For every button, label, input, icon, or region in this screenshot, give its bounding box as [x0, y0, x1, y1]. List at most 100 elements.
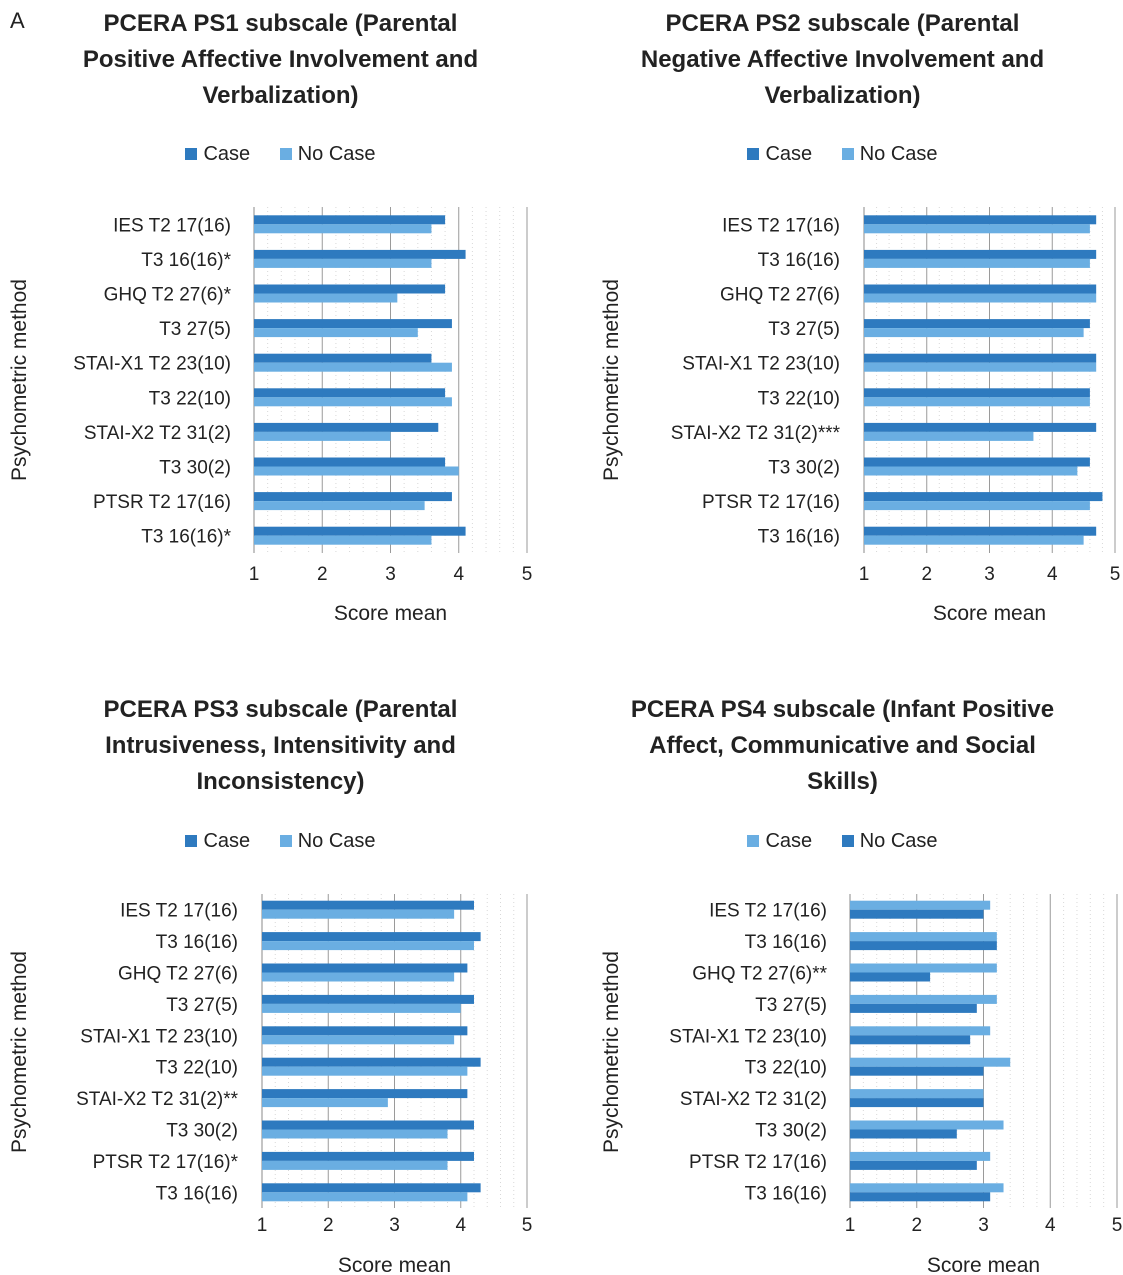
bar: [262, 1192, 468, 1202]
x-tick-label: 3: [389, 1215, 400, 1236]
bar: [262, 1183, 481, 1193]
x-tick-label: 1: [249, 564, 260, 585]
x-tick-label: 3: [978, 1215, 989, 1236]
chart-ps3: PCERA PS3 subscale (Parental Intrusivene…: [0, 638, 561, 1275]
bar: [864, 431, 1034, 441]
legend-label: Case: [203, 143, 251, 165]
bar: [262, 1066, 468, 1076]
bar: [864, 353, 1097, 363]
bar: [864, 362, 1097, 372]
bar: [254, 293, 398, 303]
bar: [262, 963, 468, 973]
bar: [254, 535, 432, 545]
category-label: T3 16(16): [745, 932, 827, 953]
x-tick-label: 5: [1110, 564, 1121, 585]
x-tick-label: 3: [385, 564, 396, 585]
legend-item: No Case: [841, 830, 938, 853]
legend-swatch: [747, 834, 760, 847]
bar: [850, 1066, 984, 1076]
category-label: T3 16(16)*: [141, 527, 231, 548]
x-tick-label: 1: [859, 564, 870, 585]
category-label: T3 27(5): [159, 319, 231, 340]
bar: [262, 1026, 468, 1036]
bar: [254, 249, 466, 259]
bar: [864, 457, 1090, 467]
category-label: IES T2 17(16): [722, 215, 840, 236]
category-label: GHQ T2 27(6)**: [692, 964, 827, 985]
chart-title-line: PCERA PS4 subscale (Infant Positive: [630, 696, 1055, 723]
x-axis-label: Score mean: [933, 602, 1046, 625]
bar: [850, 1089, 984, 1099]
legend-swatch: [185, 834, 198, 847]
bar: [850, 909, 984, 919]
legend-label: Case: [765, 830, 813, 852]
legend-label: Case: [765, 143, 813, 165]
chart-title: PCERA PS4 subscale (Infant Positive Affe…: [562, 692, 1123, 800]
bar: [262, 900, 474, 910]
plot-area: IES T2 17(16) T3 16(16) GHQ T2 27(6) T3 27(…: [600, 207, 1121, 625]
bar: [262, 1120, 474, 1130]
bar: [254, 492, 452, 502]
bar: [254, 353, 432, 363]
chart-title-line: Intrusiveness, Intensitivity and: [105, 732, 456, 759]
category-label: T3 16(16): [758, 527, 840, 548]
category-label: T3 27(5): [755, 995, 827, 1016]
plot-area: IES T2 17(16) T3 16(16) GHQ T2 27(6)** T3 2…: [600, 894, 1122, 1275]
bar: [850, 1151, 991, 1161]
category-label: PTSR T2 17(16): [702, 492, 840, 513]
legend-label: Case: [203, 830, 251, 852]
category-label: STAI-X2 T2 31(2): [84, 423, 231, 444]
bar: [254, 319, 452, 329]
bar: [254, 457, 446, 467]
x-axis-label: Score mean: [334, 602, 447, 625]
category-label: T3 16(16): [745, 1183, 827, 1204]
chart-ps1: PCERA PS1 subscale (Parental Positive Af…: [0, 0, 561, 637]
bar: [850, 1057, 1011, 1067]
legend-item: Case: [747, 143, 812, 166]
chart-ps4: PCERA PS4 subscale (Infant Positive Affe…: [562, 638, 1123, 1275]
y-axis-label: Psychometric method: [600, 951, 623, 1153]
legend-label: No Case: [297, 143, 376, 165]
legend-label: No Case: [297, 830, 376, 852]
legend: Case No Case: [0, 143, 561, 166]
category-label: T3 30(2): [755, 1121, 827, 1142]
x-tick-label: 2: [317, 564, 328, 585]
legend-item: No Case: [279, 830, 376, 853]
legend-swatch: [279, 147, 292, 160]
bar: [254, 466, 459, 476]
bar: [850, 1160, 977, 1170]
bar: [864, 328, 1084, 338]
bar: [254, 431, 391, 441]
category-label: PTSR T2 17(16): [689, 1152, 827, 1173]
bar: [864, 492, 1103, 502]
bar: [254, 388, 446, 398]
bar: [254, 362, 452, 372]
bar: [262, 972, 455, 982]
bar: [262, 1057, 481, 1067]
x-tick-label: 5: [522, 1215, 533, 1236]
bar: [262, 1129, 448, 1139]
x-tick-label: 5: [522, 564, 533, 585]
bar: [850, 1026, 991, 1036]
bar: [262, 1151, 474, 1161]
category-label: T3 22(10): [758, 388, 840, 409]
bar: [864, 535, 1084, 545]
category-label: T3 30(2): [159, 458, 231, 479]
x-tick-label: 1: [845, 1215, 856, 1236]
bar: [262, 1160, 448, 1170]
bar: [850, 1129, 957, 1139]
category-label: STAI-X1 T2 23(10): [80, 1026, 238, 1047]
category-label: STAI-X1 T2 23(10): [682, 354, 840, 375]
bar: [864, 293, 1097, 303]
category-label: T3 16(16): [156, 932, 238, 953]
bar: [864, 466, 1078, 476]
legend-swatch: [747, 147, 760, 160]
bar: [850, 1183, 1004, 1193]
category-label: T3 16(16): [758, 250, 840, 271]
x-tick-label: 4: [1047, 564, 1058, 585]
bar: [850, 900, 991, 910]
legend-item: Case: [185, 830, 250, 853]
category-label: T3 16(16): [156, 1183, 238, 1204]
chart-title-line: PCERA PS1 subscale (Parental: [103, 10, 458, 37]
x-tick-label: 3: [984, 564, 995, 585]
